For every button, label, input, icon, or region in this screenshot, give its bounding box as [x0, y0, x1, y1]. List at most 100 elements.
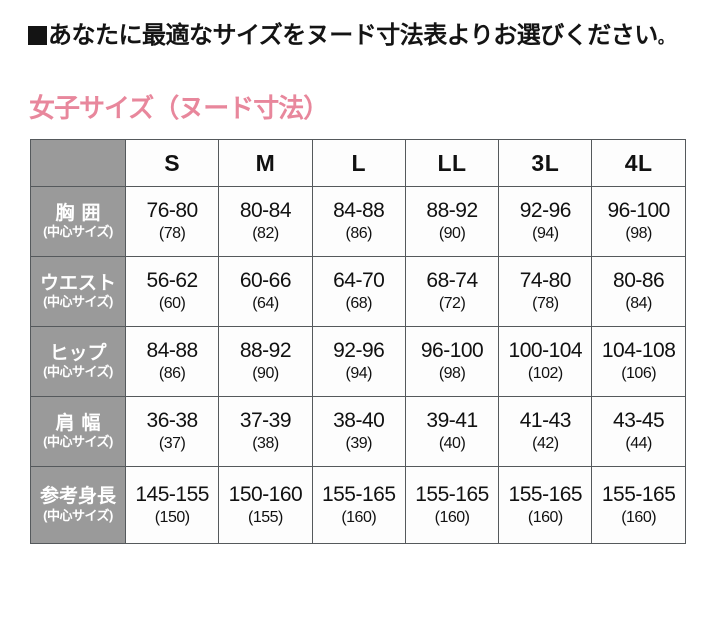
cell-shoulder-s: 36-38 (37)	[124, 396, 220, 467]
cell-center: (39)	[345, 435, 373, 453]
cell-height-l: 155-165 (160)	[311, 466, 406, 544]
cell-shoulder-ll: 39-41 (40)	[404, 396, 500, 467]
cell-center: (40)	[438, 435, 466, 453]
cell-center: (150)	[154, 508, 190, 526]
cell-range: 37-39	[239, 409, 292, 433]
cell-height-s: 145-155 (150)	[124, 466, 220, 544]
cell-hip-3l: 100-104 (102)	[498, 326, 593, 397]
cell-center: (90)	[438, 225, 466, 243]
row-sublabel: (中心サイズ)	[43, 364, 113, 380]
cell-center: (44)	[625, 435, 652, 453]
cell-range: 96-100	[607, 199, 670, 223]
cell-range: 56-62	[146, 269, 199, 293]
row-header-height: 参考身長 (中心サイズ)	[30, 466, 126, 544]
cell-center: (86)	[345, 225, 373, 243]
cell-range: 80-86	[613, 269, 665, 293]
cell-hip-4l: 104-108 (106)	[591, 326, 686, 397]
cell-center: (94)	[532, 225, 559, 243]
cell-range: 92-96	[519, 199, 572, 223]
cell-range: 38-40	[333, 409, 385, 433]
cell-range: 88-92	[426, 199, 478, 223]
cell-center: (78)	[532, 295, 559, 313]
cell-shoulder-l: 38-40 (39)	[311, 396, 406, 467]
cell-center: (98)	[438, 365, 466, 383]
cell-height-ll: 155-165 (160)	[404, 466, 500, 544]
cell-center: (68)	[345, 295, 373, 313]
cell-range: 96-100	[420, 339, 484, 363]
cell-center: (78)	[158, 225, 186, 243]
row-label: ウエスト	[39, 272, 116, 294]
row-header-shoulder: 肩幅 (中心サイズ)	[30, 396, 126, 467]
cell-range: 145-155	[135, 482, 209, 506]
column-header-m: M	[218, 139, 313, 187]
size-measurement-table: S M L LL 3L 4L 胸囲 (中心サイズ) 76-80 (78)	[30, 139, 686, 544]
section-title: 女子サイズ（ヌード寸法）	[29, 93, 329, 123]
cell-hip-s: 84-88 (86)	[124, 326, 220, 397]
cell-center: (38)	[252, 435, 279, 453]
cell-range: 64-70	[333, 269, 385, 293]
cell-waist-l: 64-70 (68)	[311, 256, 406, 327]
table-row: ヒップ (中心サイズ) 84-88 (86) 88-92 (90) 92-96 …	[30, 326, 686, 397]
cell-range: 36-38	[146, 409, 199, 433]
cell-height-4l: 155-165 (160)	[591, 466, 686, 544]
headline-text: あなたに最適なサイズをヌード寸法表よりお選びください	[48, 22, 658, 49]
row-label: 胸囲	[55, 202, 108, 224]
column-header-4l: 4L	[591, 139, 686, 187]
row-header-hip: ヒップ (中心サイズ)	[30, 326, 126, 397]
table-row: 参考身長 (中心サイズ) 145-155 (150) 150-160 (155)…	[30, 466, 686, 544]
cell-center: (160)	[434, 508, 470, 526]
cell-hip-l: 92-96 (94)	[311, 326, 406, 397]
cell-center: (155)	[248, 508, 283, 526]
cell-range: 92-96	[333, 339, 385, 363]
cell-center: (102)	[527, 365, 563, 383]
cell-bust-s: 76-80 (78)	[124, 186, 220, 257]
cell-range: 76-80	[146, 199, 199, 223]
cell-hip-m: 88-92 (90)	[218, 326, 313, 397]
cell-range: 104-108	[601, 339, 676, 363]
cell-waist-3l: 74-80 (78)	[498, 256, 593, 327]
cell-shoulder-m: 37-39 (38)	[218, 396, 313, 467]
cell-range: 60-66	[239, 269, 292, 293]
cell-bust-l: 84-88 (86)	[311, 186, 406, 257]
cell-range: 84-88	[333, 199, 385, 223]
cell-center: (90)	[252, 365, 279, 383]
cell-range: 155-165	[321, 482, 396, 506]
row-label: 参考身長	[39, 486, 116, 508]
cell-center: (106)	[621, 365, 657, 383]
cell-range: 80-84	[239, 199, 292, 223]
cell-hip-ll: 96-100 (98)	[404, 326, 500, 397]
cell-range: 155-165	[508, 482, 583, 506]
row-sublabel: (中心サイズ)	[43, 294, 113, 310]
cell-range: 155-165	[601, 482, 676, 506]
cell-range: 88-92	[239, 339, 292, 363]
cell-center: (160)	[341, 508, 377, 526]
cell-center: (94)	[345, 365, 373, 383]
cell-center: (37)	[158, 435, 186, 453]
cell-bust-3l: 92-96 (94)	[498, 186, 593, 257]
table-row: 肩幅 (中心サイズ) 36-38 (37) 37-39 (38) 38-40 (…	[30, 396, 686, 467]
headline-period: 。	[657, 30, 674, 47]
cell-range: 68-74	[426, 269, 478, 293]
table-header-row: S M L LL 3L 4L	[30, 139, 686, 187]
cell-waist-s: 56-62 (60)	[124, 256, 220, 327]
table-corner-cell	[30, 139, 126, 187]
page-headline: あなたに最適なサイズをヌード寸法表よりお選びください。	[28, 22, 674, 51]
cell-waist-m: 60-66 (64)	[218, 256, 313, 327]
cell-shoulder-4l: 43-45 (44)	[591, 396, 686, 467]
row-sublabel: (中心サイズ)	[43, 434, 113, 450]
cell-range: 100-104	[508, 339, 583, 363]
cell-range: 150-160	[228, 482, 303, 506]
cell-range: 41-43	[519, 409, 572, 433]
cell-waist-ll: 68-74 (72)	[404, 256, 500, 327]
cell-shoulder-3l: 41-43 (42)	[498, 396, 593, 467]
cell-center: (98)	[625, 225, 652, 243]
column-header-l: L	[311, 139, 406, 187]
cell-center: (160)	[527, 508, 563, 526]
row-sublabel: (中心サイズ)	[43, 224, 113, 240]
cell-height-m: 150-160 (155)	[218, 466, 313, 544]
cell-range: 84-88	[146, 339, 199, 363]
column-header-s: S	[124, 139, 220, 187]
square-bullet-icon	[28, 26, 47, 45]
cell-center: (82)	[252, 225, 279, 243]
